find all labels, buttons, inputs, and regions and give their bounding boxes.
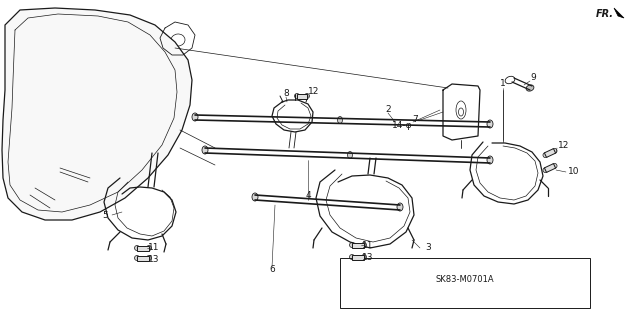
Text: 2: 2: [385, 106, 391, 115]
Ellipse shape: [543, 167, 548, 173]
Ellipse shape: [552, 163, 557, 168]
Text: 8: 8: [283, 88, 289, 98]
Polygon shape: [545, 164, 556, 172]
Ellipse shape: [397, 203, 403, 211]
Text: 6: 6: [269, 265, 275, 275]
Ellipse shape: [202, 146, 208, 154]
Text: 11: 11: [148, 243, 159, 253]
Polygon shape: [137, 246, 149, 250]
Ellipse shape: [134, 246, 140, 250]
Polygon shape: [545, 149, 556, 157]
Ellipse shape: [552, 148, 557, 153]
Polygon shape: [614, 8, 624, 18]
Text: 4: 4: [305, 191, 311, 201]
Polygon shape: [352, 255, 364, 259]
Ellipse shape: [348, 152, 353, 159]
Polygon shape: [2, 8, 192, 220]
Ellipse shape: [543, 152, 548, 158]
Text: 14-φ: 14-φ: [392, 121, 413, 130]
Text: 3: 3: [425, 243, 431, 253]
Text: 5: 5: [102, 211, 108, 219]
Text: 10: 10: [568, 167, 579, 176]
Ellipse shape: [305, 93, 310, 99]
Ellipse shape: [349, 255, 355, 259]
Ellipse shape: [487, 156, 493, 164]
Ellipse shape: [147, 256, 152, 261]
Text: 1: 1: [500, 79, 506, 88]
Polygon shape: [137, 256, 149, 261]
Ellipse shape: [362, 255, 367, 259]
Polygon shape: [352, 242, 364, 248]
Ellipse shape: [526, 85, 534, 91]
Text: 12: 12: [308, 87, 319, 97]
Text: 7: 7: [412, 115, 418, 124]
Text: SK83-M0701A: SK83-M0701A: [436, 276, 494, 285]
Ellipse shape: [147, 246, 152, 250]
Text: 9: 9: [530, 73, 536, 83]
Text: 11: 11: [362, 241, 374, 249]
Ellipse shape: [349, 242, 355, 248]
Ellipse shape: [192, 113, 198, 121]
Polygon shape: [297, 93, 307, 99]
Ellipse shape: [134, 256, 140, 261]
Ellipse shape: [337, 116, 342, 123]
Text: 12: 12: [558, 140, 570, 150]
Text: 13: 13: [362, 254, 374, 263]
Ellipse shape: [102, 137, 109, 143]
Ellipse shape: [294, 93, 300, 99]
Ellipse shape: [362, 242, 367, 248]
Bar: [340, 258, 590, 308]
Ellipse shape: [487, 120, 493, 128]
Text: FR.: FR.: [596, 9, 614, 19]
Ellipse shape: [252, 193, 258, 201]
Text: 13: 13: [148, 256, 159, 264]
